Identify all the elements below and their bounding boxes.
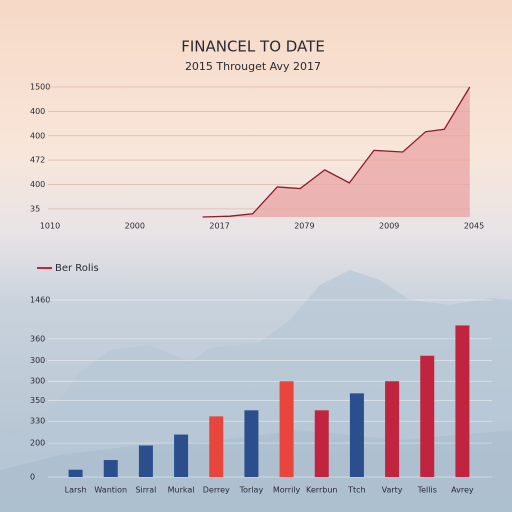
area — [202, 87, 470, 217]
y-tick-label: 472 — [30, 156, 45, 165]
bar — [209, 416, 224, 477]
chart-subtitle: 2015 Througet Avy 2017 — [185, 60, 321, 73]
bar — [455, 325, 470, 477]
bar — [420, 355, 435, 477]
x-tick-label: Varty — [382, 486, 403, 495]
y-tick-label: 330 — [30, 417, 45, 426]
y-tick-label: 400 — [30, 180, 45, 189]
x-tick-label: Sirral — [135, 486, 156, 495]
y-tick-label: 300 — [30, 356, 45, 365]
x-tick-label: Wantion — [94, 486, 127, 495]
bar — [68, 469, 83, 477]
y-tick-label: 350 — [30, 396, 45, 405]
x-tick-label: Tellis — [417, 486, 437, 495]
bar — [314, 410, 329, 477]
bar — [279, 381, 294, 477]
x-tick-label: Ttch — [347, 486, 366, 495]
bar — [138, 445, 153, 477]
x-tick-label: 2045 — [464, 222, 484, 231]
y-tick-label: 400 — [30, 107, 45, 116]
x-tick-label: 2009 — [379, 222, 399, 231]
bar — [174, 434, 189, 477]
y-tick-label: 1500 — [30, 83, 50, 92]
bar — [349, 393, 364, 477]
bar — [103, 460, 118, 477]
legend-label: Ber Rolis — [55, 263, 99, 274]
y-tick-label: 1460 — [30, 296, 50, 305]
x-tick-label: Torlay — [239, 486, 264, 495]
y-tick-label: 360 — [30, 334, 45, 343]
chart-title: FINANCEL TO DATE — [181, 38, 325, 56]
y-tick-label: 300 — [30, 377, 45, 386]
y-tick-label: 400 — [30, 131, 45, 140]
x-tick-label: Kerrbun — [306, 486, 337, 495]
y-tick-label: 35 — [30, 204, 40, 213]
y-tick-label: 200 — [30, 439, 45, 448]
x-tick-label: Morrily — [273, 486, 301, 495]
x-tick-label: Derrey — [203, 486, 230, 495]
x-tick-label: Avrey — [451, 486, 474, 495]
x-tick-label: Larsh — [65, 486, 87, 495]
x-tick-label: Murkal — [168, 486, 195, 495]
line — [202, 86, 471, 218]
bar — [244, 410, 259, 477]
bar — [385, 381, 400, 477]
x-tick-label: 2000 — [125, 222, 145, 231]
y-tick-label: 0 — [30, 473, 35, 482]
x-tick-label: 2079 — [294, 222, 314, 231]
x-tick-label: 2017 — [209, 222, 229, 231]
x-tick-label: 1010 — [40, 222, 60, 231]
